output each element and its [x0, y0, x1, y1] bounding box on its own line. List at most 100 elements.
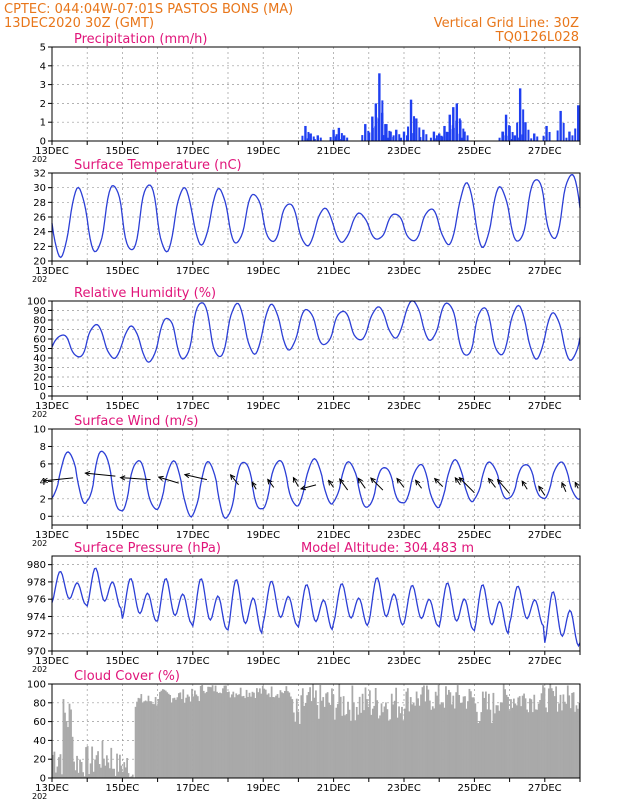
- precip-bar: [524, 122, 527, 141]
- y-tick-label: 24: [33, 227, 46, 238]
- precip-bar: [378, 131, 381, 141]
- precip-bar: [346, 137, 349, 141]
- cloud-bar: [79, 759, 81, 778]
- x-year-stub: 202: [32, 410, 47, 419]
- cloud-bar: [172, 698, 174, 778]
- cloud-bar: [124, 767, 127, 778]
- cloud-bar: [189, 701, 192, 778]
- x-tick-label: 15DEC: [106, 401, 140, 412]
- precip-bar: [418, 127, 421, 141]
- cloud-bar: [566, 685, 569, 778]
- cloud-bar: [510, 699, 512, 778]
- cloud-bar: [164, 690, 167, 778]
- x-tick-label: 23DEC: [387, 530, 421, 541]
- cloud-bar: [553, 696, 556, 778]
- wind-arrow-head: [538, 485, 544, 492]
- wind-arrow-head: [574, 481, 580, 488]
- cloud-bar: [471, 697, 474, 778]
- cloud-bar: [185, 697, 188, 778]
- cloud-bar: [137, 697, 140, 778]
- y-tick-label: 70: [33, 325, 46, 336]
- cloud-bar: [518, 696, 521, 778]
- cloud-bar: [289, 696, 292, 778]
- cloud-bar: [338, 684, 341, 778]
- precip-bar: [518, 88, 522, 141]
- wind-arrow-head: [229, 473, 236, 480]
- precip-bar: [448, 114, 451, 141]
- cloud-bar: [357, 714, 360, 778]
- wind-arrow-head: [357, 477, 363, 484]
- x-tick-label: 17DEC: [176, 656, 210, 667]
- precip-bar: [332, 129, 335, 141]
- precip-bar: [413, 116, 416, 141]
- plot-frame: [51, 300, 581, 397]
- precip-bar: [511, 131, 514, 141]
- x-tick-label: 13DEC: [35, 146, 69, 157]
- cloud-bar: [103, 758, 105, 778]
- x-tick-label: 21DEC: [317, 146, 351, 157]
- cloud-bar: [326, 692, 329, 778]
- cloud-bar: [85, 747, 87, 778]
- precip-bar: [368, 132, 371, 141]
- cloud-bar: [542, 685, 544, 778]
- cloud-bar: [58, 757, 60, 778]
- wind-arrow-head: [84, 470, 91, 477]
- cloud-bar: [86, 746, 89, 778]
- wind-arrow: [488, 478, 496, 488]
- precip-bar: [502, 131, 505, 141]
- precip-bar: [505, 135, 508, 141]
- precip-bar: [504, 114, 508, 141]
- cloud-bar: [449, 692, 452, 778]
- cloud-bar: [272, 697, 274, 778]
- humidity-line: [51, 300, 581, 363]
- precip-bar: [304, 125, 307, 141]
- cloud-bar: [431, 706, 434, 778]
- cloud-bar: [228, 691, 230, 778]
- cloud-bar: [204, 693, 207, 778]
- cloud-bar: [480, 712, 483, 778]
- pressure-panel: 970 972 974 976 978 980 13DEC 15DEC 17DEC 19DEC 21…: [27, 541, 581, 674]
- precip-bar: [460, 137, 463, 141]
- cloud-bar: [367, 706, 370, 778]
- cloud-bar: [376, 700, 379, 778]
- cloud-bar: [236, 695, 239, 778]
- cloud-bar: [258, 688, 261, 778]
- x-tick-label: 19DEC: [246, 530, 280, 541]
- y-tick-label: 20: [33, 257, 46, 268]
- cloud-bar: [392, 704, 395, 778]
- precip-bar: [378, 73, 381, 141]
- cloud-bar: [490, 723, 493, 778]
- cloud-bar: [478, 720, 481, 778]
- cloud-bar: [574, 711, 576, 778]
- x-tick-label: 19DEC: [246, 266, 280, 277]
- cloud-bar: [285, 686, 288, 778]
- precip-bar: [389, 131, 392, 141]
- cloud-bar: [134, 706, 137, 778]
- cloud-bar: [98, 764, 101, 778]
- cloud-bar: [219, 692, 221, 778]
- cloud-bar: [110, 747, 113, 778]
- wind-arrow-head: [119, 475, 126, 481]
- wind-arrow-head: [292, 476, 298, 483]
- precip-bar: [459, 120, 462, 141]
- cloud-bar: [140, 694, 143, 778]
- precip-bar: [429, 137, 432, 141]
- cloud-bar: [569, 708, 572, 778]
- x-tick-label: 25DEC: [458, 530, 492, 541]
- cloud-bar: [269, 697, 272, 778]
- wind-arrow: [184, 474, 207, 481]
- cloud-bar: [517, 697, 520, 778]
- cloud-bar: [459, 702, 462, 778]
- cloud-bar: [161, 689, 164, 778]
- cloud-bar: [208, 686, 211, 778]
- cloud-bar: [494, 713, 496, 778]
- cloud-bar: [192, 696, 195, 778]
- cloud-bar: [245, 689, 248, 778]
- precip-bar: [380, 112, 384, 141]
- cloud-bar: [540, 693, 543, 778]
- cloud-bar: [559, 694, 562, 778]
- cloud-bar: [543, 687, 546, 778]
- cloud-bar: [211, 685, 214, 778]
- cloud-bar: [153, 704, 156, 778]
- cloud-bar: [241, 696, 244, 778]
